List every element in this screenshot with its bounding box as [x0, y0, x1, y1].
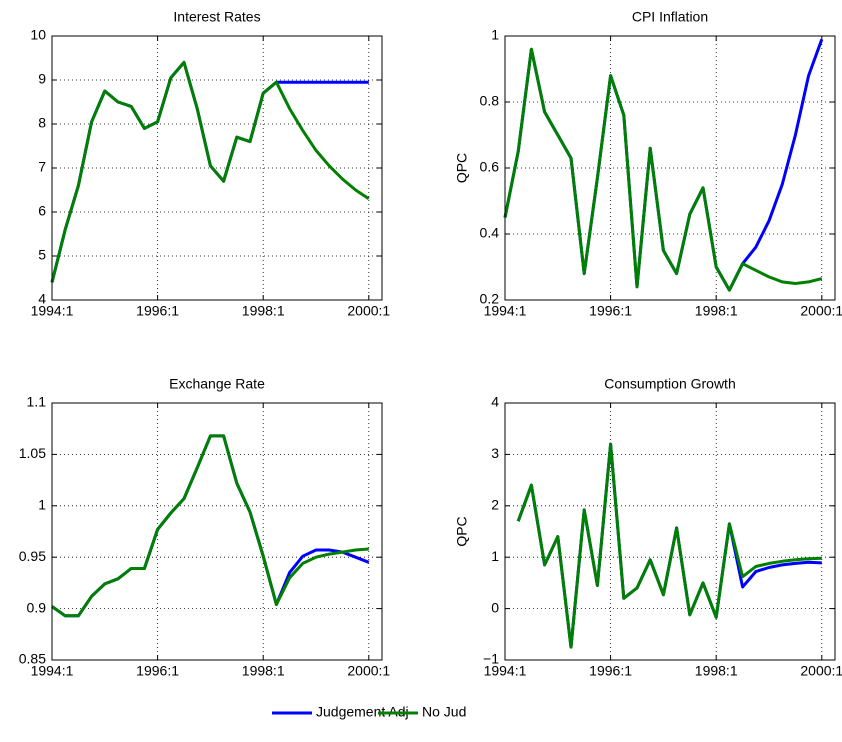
- x-tick-label: 1996:1: [589, 303, 632, 319]
- x-tick-label: 1994:1: [484, 303, 527, 319]
- plot-frame: [51, 402, 383, 661]
- x-tick-label: 1996:1: [136, 303, 179, 319]
- y-tick-label: 0.2: [480, 291, 500, 307]
- y-axis-label: QPC: [454, 153, 470, 183]
- series-line: [516, 442, 822, 649]
- x-tick-label: 1998:1: [242, 303, 285, 319]
- x-tick-label: 1994:1: [31, 303, 74, 319]
- plot-frame: [504, 35, 836, 301]
- y-tick-label: 1: [491, 548, 499, 564]
- legend-label: No Jud: [422, 704, 466, 720]
- chart-title: Consumption Growth: [604, 376, 736, 392]
- plot-frame: [51, 35, 383, 301]
- x-tick-label: 1998:1: [695, 303, 738, 319]
- y-tick-label: 1.1: [27, 394, 47, 410]
- x-tick-label: 1998:1: [242, 663, 285, 679]
- plot-frame: [504, 402, 836, 661]
- series-line: [50, 60, 370, 283]
- x-tick-label: 1994:1: [31, 663, 74, 679]
- chart-title: Exchange Rate: [169, 376, 265, 392]
- y-tick-label: 2: [491, 497, 499, 513]
- y-tick-label: 1: [491, 27, 499, 43]
- y-tick-label: 3: [491, 445, 499, 461]
- y-tick-label: 7: [38, 159, 46, 175]
- y-tick-label: 0.9: [27, 599, 47, 615]
- x-tick-label: 2000:1: [347, 303, 390, 319]
- y-tick-label: 4: [38, 291, 46, 307]
- x-tick-label: 1998:1: [695, 663, 738, 679]
- y-tick-label: 10: [30, 27, 46, 43]
- y-tick-label: 9: [38, 71, 46, 87]
- series-line: [50, 60, 369, 283]
- y-tick-label: 4: [491, 394, 499, 410]
- y-axis-label: QPC: [454, 516, 470, 546]
- y-tick-label: −1: [483, 651, 499, 667]
- y-tick-label: 1.05: [19, 445, 46, 461]
- y-tick-label: 0.6: [480, 159, 500, 175]
- legend-label: Judgement Adj: [316, 704, 409, 720]
- chart-title: Interest Rates: [173, 9, 260, 25]
- y-tick-label: 5: [38, 247, 46, 263]
- y-tick-label: 8: [38, 115, 46, 131]
- y-tick-label: 0: [491, 599, 499, 615]
- series-line: [516, 442, 822, 649]
- chart-title: CPI Inflation: [632, 9, 708, 25]
- x-tick-label: 1996:1: [589, 663, 632, 679]
- x-tick-label: 1996:1: [136, 663, 179, 679]
- y-tick-label: 6: [38, 203, 46, 219]
- x-tick-label: 2000:1: [347, 663, 390, 679]
- y-tick-label: 0.8: [480, 93, 500, 109]
- y-tick-label: 0.85: [19, 651, 46, 667]
- x-tick-label: 1994:1: [484, 663, 527, 679]
- series-line: [503, 47, 823, 292]
- y-tick-label: 0.4: [480, 225, 500, 241]
- x-tick-label: 2000:1: [800, 663, 842, 679]
- y-tick-label: 1: [38, 497, 46, 513]
- x-tick-label: 2000:1: [800, 303, 842, 319]
- y-tick-label: 0.95: [19, 548, 46, 564]
- series-line: [51, 434, 369, 618]
